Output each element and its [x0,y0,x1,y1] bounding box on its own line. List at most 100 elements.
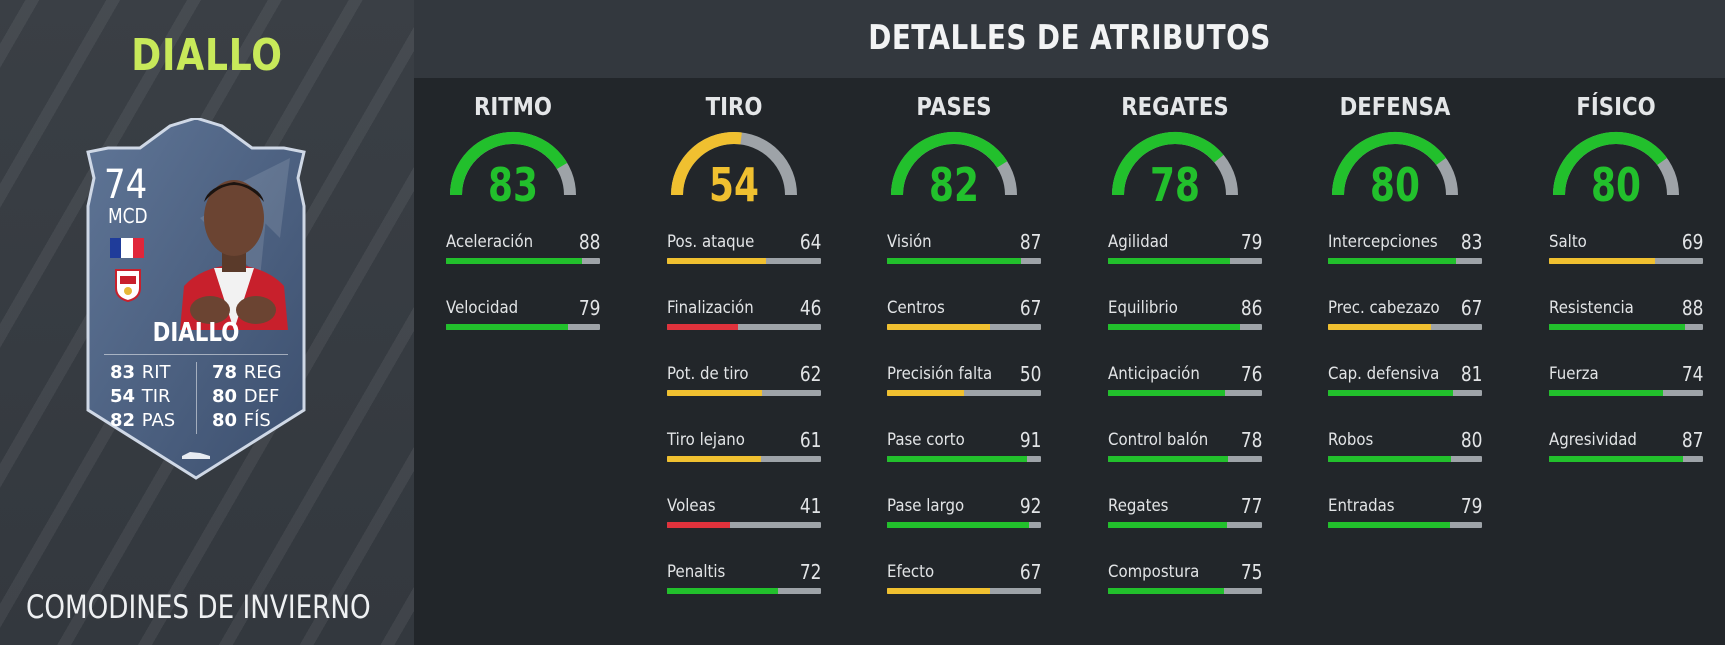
attribute-bar-fill [1108,258,1230,264]
attribute-value: 64 [799,230,821,254]
attribute-value: 69 [1681,230,1703,254]
group-rating: 80 [1591,158,1641,212]
attribute-bar-fill [1108,324,1241,330]
attribute-group: TIRO 54 Pos. ataque 64 Finalización 46 Pot. de… [649,78,821,638]
attribute-row: Cap. defensiva 81 [1328,362,1482,404]
attribute-bar [887,522,1041,528]
card-stat: 54 TIR [110,386,171,407]
attribute-row: Equilibrio 86 [1108,296,1262,338]
attribute-row: Control balón 78 [1108,428,1262,470]
group-gauge [671,132,797,196]
gauge-fill [1112,132,1224,196]
card-divider-vertical [196,362,197,434]
attribute-bar-fill [1549,456,1683,462]
attribute-bar [667,456,821,462]
attribute-value: 74 [1681,362,1703,386]
attribute-bar-fill [887,258,1021,264]
attribute-value: 46 [799,296,821,320]
attribute-value: 81 [1460,362,1482,386]
attribute-bar-fill [1328,324,1432,330]
attribute-row: Aceleración 88 [446,230,600,272]
attribute-bar-fill [667,258,766,264]
attribute-bar-fill [1328,390,1453,396]
attribute-bar-fill [667,456,761,462]
attribute-value: 77 [1240,494,1262,518]
attribute-bar [1328,456,1482,462]
attribute-bar [1108,324,1262,330]
attribute-bar [667,588,821,594]
attribute-label: Centros [887,298,945,318]
gauge-fill [1553,132,1667,196]
group-rating: 54 [709,158,759,212]
attribute-label: Pase largo [887,496,965,516]
attribute-value: 62 [799,362,821,386]
attribute-label: Control balón [1108,430,1209,450]
attribute-bar [1108,456,1262,462]
attribute-row: Compostura 75 [1108,560,1262,602]
attribute-bar [667,258,821,264]
attribute-bar [887,588,1041,594]
attribute-bar [1549,390,1703,396]
attribute-label: Robos [1328,430,1374,450]
attribute-value: 80 [1460,428,1482,452]
attribute-row: Regates 77 [1108,494,1262,536]
attribute-bar [1549,456,1703,462]
attribute-bar [887,456,1041,462]
attribute-label: Tiro lejano [667,430,745,450]
gauge-fill [1332,132,1446,196]
player-name: DIALLO [131,30,283,81]
attribute-bar [446,324,600,330]
attribute-bar-fill [446,324,568,330]
attribute-bar [1108,258,1262,264]
attribute-label: Resistencia [1549,298,1634,318]
attribute-bar [1328,522,1482,528]
attribute-bar-fill [1108,390,1226,396]
attribute-value: 75 [1240,560,1262,584]
attribute-bar-fill [1108,456,1229,462]
attribute-label: Regates [1108,496,1169,516]
attribute-bar [1108,522,1262,528]
attribute-bar-fill [887,456,1028,462]
attribute-label: Finalización [667,298,754,318]
attribute-label: Entradas [1328,496,1395,516]
attribute-value: 79 [1240,230,1262,254]
card-stat: 80 FÍS [212,410,271,431]
attribute-value: 87 [1681,428,1703,452]
attribute-bar [667,390,821,396]
attribute-bar-fill [1328,522,1450,528]
group-title: DEFENSA [1339,92,1451,121]
player-card[interactable]: 74 MCD DIALLO 83 RIT 54 TIR 82 PAS 78 RE… [80,118,312,482]
attribute-bar-fill [667,522,731,528]
attribute-value: 50 [1019,362,1041,386]
attribute-label: Agresividad [1549,430,1637,450]
attribute-row: Efecto 67 [887,560,1041,602]
attribute-value: 41 [799,494,821,518]
gauge-fill [891,132,1008,196]
attribute-bar-fill [1108,588,1224,594]
attribute-bar-fill [667,324,738,330]
attribute-label: Velocidad [446,298,519,318]
group-title: FÍSICO [1576,92,1656,121]
attribute-label: Pot. de tiro [667,364,749,384]
attribute-row: Entradas 79 [1328,494,1482,536]
group-gauge [1332,132,1458,196]
france-flag-icon [110,238,144,258]
attribute-group: REGATES 78 Agilidad 79 Equilibrio 86 Anticipac… [1090,78,1262,638]
attribute-value: 61 [799,428,821,452]
attributes-panel: DETALLES DE ATRIBUTOS RITMO 83 Aceleración… [414,0,1725,645]
attribute-row: Fuerza 74 [1549,362,1703,404]
attribute-row: Visión 87 [887,230,1041,272]
group-title: PASES [916,92,992,121]
attribute-value: 67 [1019,296,1041,320]
attribute-bar [887,258,1041,264]
group-gauge [1112,132,1238,196]
attribute-bar [887,390,1041,396]
attribute-row: Agresividad 87 [1549,428,1703,470]
attribute-value: 67 [1460,296,1482,320]
attribute-row: Pase corto 91 [887,428,1041,470]
attribute-bar-fill [887,522,1029,528]
attribute-value: 91 [1019,428,1041,452]
boot-icon [182,452,210,459]
card-position: MCD [108,204,148,228]
player-panel: DIALLO 74 MCD [0,0,414,645]
